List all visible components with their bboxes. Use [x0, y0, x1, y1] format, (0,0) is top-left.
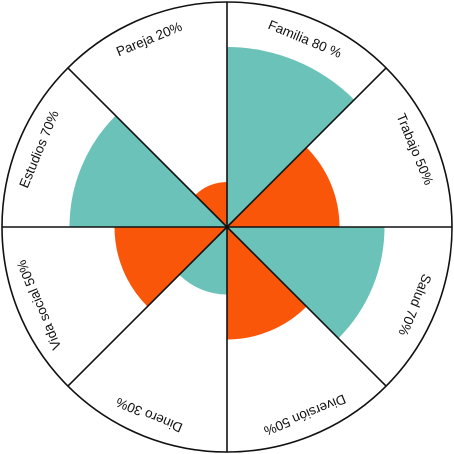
wedge-5 — [179, 227, 227, 295]
wedge-7 — [69, 115, 227, 227]
segment-label-7: Estudios 70% — [16, 108, 61, 190]
divider-line-2 — [226, 67, 387, 228]
segment-label-6: Vida social 50% — [14, 258, 65, 352]
segment-label-8: Pareja 20% — [114, 19, 184, 60]
divider-line-8 — [67, 67, 228, 228]
wedge-6 — [114, 227, 227, 307]
wedge-3 — [227, 227, 385, 339]
wedge-2 — [227, 147, 340, 227]
wedge-1 — [227, 47, 355, 227]
segment-label-4: Diversión 50% — [262, 391, 348, 438]
wedge-4 — [227, 227, 307, 340]
wedge-8 — [195, 182, 227, 227]
segment-label-5: Dinero 30% — [114, 395, 185, 436]
divider-line-6 — [67, 226, 228, 387]
divider-line-4 — [226, 226, 387, 387]
chart-wedges — [69, 47, 385, 340]
segment-label-2: Trabajo 50% — [393, 111, 436, 187]
